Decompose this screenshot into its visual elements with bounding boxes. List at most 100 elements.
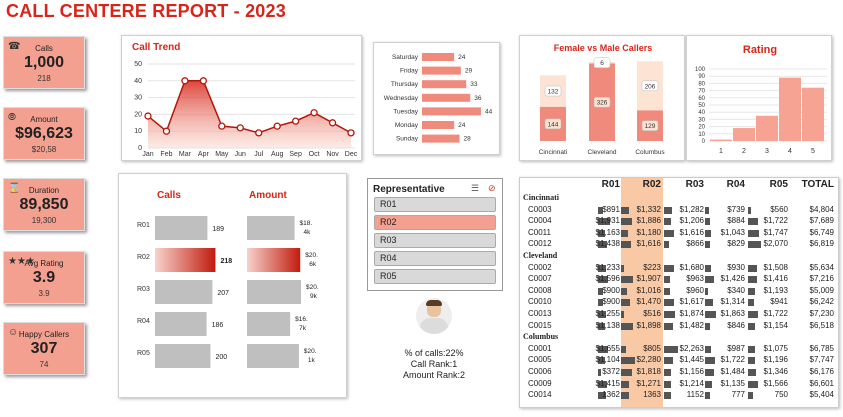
city-name: Columbus xyxy=(523,332,559,342)
data-bar xyxy=(705,229,712,237)
customer-id: C0007 xyxy=(528,274,552,284)
rep-comparison-chart: R01 189 $18. 4k R02 218 $20. 6k R03 207 $20. 9k R04 1… xyxy=(137,216,319,368)
data-bar xyxy=(705,218,711,226)
cell-value: $516 xyxy=(643,309,661,318)
city-label: Cincinnati xyxy=(539,149,568,156)
x-tick-label: 1 xyxy=(719,148,723,155)
cell-value: $1,233 xyxy=(595,262,620,272)
amount-bar xyxy=(247,248,301,272)
customer-id: C0014 xyxy=(528,390,552,400)
customer-id: C0006 xyxy=(528,367,552,376)
cell-value: $1,470 xyxy=(636,297,661,307)
cell-value: $963 xyxy=(686,274,704,284)
weekday-value: 28 xyxy=(464,136,472,143)
cell-value: $1,722 xyxy=(720,355,745,365)
data-bar xyxy=(598,299,604,307)
cell-value: $1,566 xyxy=(763,378,788,388)
weekday-value: 33 xyxy=(470,81,478,88)
y-tick-label: 30 xyxy=(698,117,705,123)
trend-point xyxy=(236,124,244,132)
x-tick-label: Jul xyxy=(254,151,263,158)
cell-value: $6,785 xyxy=(809,343,834,353)
cell-value: $1,863 xyxy=(720,309,745,318)
cell-value: $1,271 xyxy=(636,378,661,388)
column-header: R01 xyxy=(601,179,620,190)
cell-value: $739 xyxy=(727,204,745,214)
cell-value: $6,601 xyxy=(809,378,834,388)
data-bar xyxy=(621,369,633,376)
weekday-label: Monday xyxy=(395,122,419,129)
cell-value: $1,156 xyxy=(679,367,704,376)
cell-value: $2,263 xyxy=(679,343,704,353)
table-row: C0013 $1,255 $516 $1,874 $1,863 $1,722 $7,230 xyxy=(520,309,838,320)
column-header: R05 xyxy=(769,179,788,190)
cell-value: $1,722 xyxy=(763,309,788,318)
x-tick-label: Aug xyxy=(271,151,284,158)
data-bar xyxy=(664,311,676,318)
data-bar xyxy=(664,264,675,272)
slicer-item-r02[interactable]: R02 xyxy=(374,215,496,230)
amount-value: $20. xyxy=(305,252,318,259)
gender-chart: 144 132 Cincinnati 326 6 Cleveland 129 206 Colum… xyxy=(539,57,665,156)
data-bar xyxy=(664,369,672,376)
x-tick-label: Nov xyxy=(326,151,339,158)
kpi-value: $96,623 xyxy=(15,125,73,142)
data-bar xyxy=(598,322,605,330)
cell-value: $1,154 xyxy=(763,320,788,330)
data-bar xyxy=(621,218,633,226)
calls-bar xyxy=(155,248,216,272)
kpi-card: ★★★ Avg Rating 3.9 3.9 xyxy=(3,251,85,304)
gender-title: Female vs Male Callers xyxy=(553,43,653,53)
cell-value: $1,617 xyxy=(679,297,704,307)
kpi-card: ⦾ Amount $96,623 $20,58 xyxy=(3,107,85,160)
cell-value: $6,242 xyxy=(809,297,834,307)
data-bar xyxy=(621,264,624,272)
data-bar xyxy=(621,276,633,284)
rep-label: R02 xyxy=(137,254,150,261)
kpi-card: ⌛ Duration 89,850 19,300 xyxy=(3,178,85,231)
data-bar xyxy=(598,264,606,272)
cell-value: $1,886 xyxy=(636,216,661,226)
column-header: TOTAL xyxy=(801,179,834,190)
clear-filter-icon[interactable]: ⊘ xyxy=(488,183,496,193)
slicer-item-r05[interactable]: R05 xyxy=(374,269,496,284)
city-row: Cleveland xyxy=(520,251,838,262)
x-tick-label: 3 xyxy=(765,148,769,155)
slicer-item-r01[interactable]: R01 xyxy=(374,197,496,212)
r02-highlight xyxy=(621,178,663,407)
weekday-value: 24 xyxy=(458,54,466,61)
customer-id: C0009 xyxy=(528,378,552,388)
slicer-item-r04[interactable]: R04 xyxy=(374,251,496,266)
amount-bar xyxy=(247,280,301,304)
data-bar xyxy=(598,206,604,214)
female-value: 144 xyxy=(548,121,559,128)
rep-label: R01 xyxy=(137,222,150,229)
weekday-value: 29 xyxy=(465,68,473,75)
slicer-item-r03[interactable]: R03 xyxy=(374,233,496,248)
column-header: R03 xyxy=(685,179,704,190)
cell-value: $1,138 xyxy=(595,320,620,330)
cell-value: $1,180 xyxy=(636,227,661,237)
calls-bar xyxy=(155,216,208,240)
data-bar xyxy=(705,241,711,249)
cell-value: $960 xyxy=(686,285,704,295)
cell-value: $1,907 xyxy=(636,274,661,284)
x-tick-label: Feb xyxy=(160,151,172,158)
cell-value: $805 xyxy=(643,343,661,353)
multi-select-icon[interactable]: ☰ xyxy=(471,183,480,193)
cell-value: $1,426 xyxy=(720,274,745,284)
weekday-chart: Saturday 24 Friday 29 Thursday 33 Wednesday 36 T… xyxy=(384,53,493,143)
data-bar xyxy=(705,357,716,365)
data-bar xyxy=(748,345,755,353)
rating-bar xyxy=(756,115,778,141)
weekday-value: 44 xyxy=(485,108,493,115)
x-tick-label: Sep xyxy=(289,151,302,158)
data-bar xyxy=(664,322,674,330)
city-label: Cleveland xyxy=(588,149,617,156)
rating-panel: Rating 100 90 80 70 60 50 40 30 20 10 0 1 2 3 4 5 xyxy=(686,35,832,161)
kpi-sub: 218 xyxy=(37,74,51,83)
call-trend-title: Call Trend xyxy=(132,42,181,53)
male-value: 6 xyxy=(600,60,604,67)
kpi-card: ☎ Calls 1,000 218 xyxy=(3,36,85,89)
y-tick-label: 40 xyxy=(134,78,142,85)
